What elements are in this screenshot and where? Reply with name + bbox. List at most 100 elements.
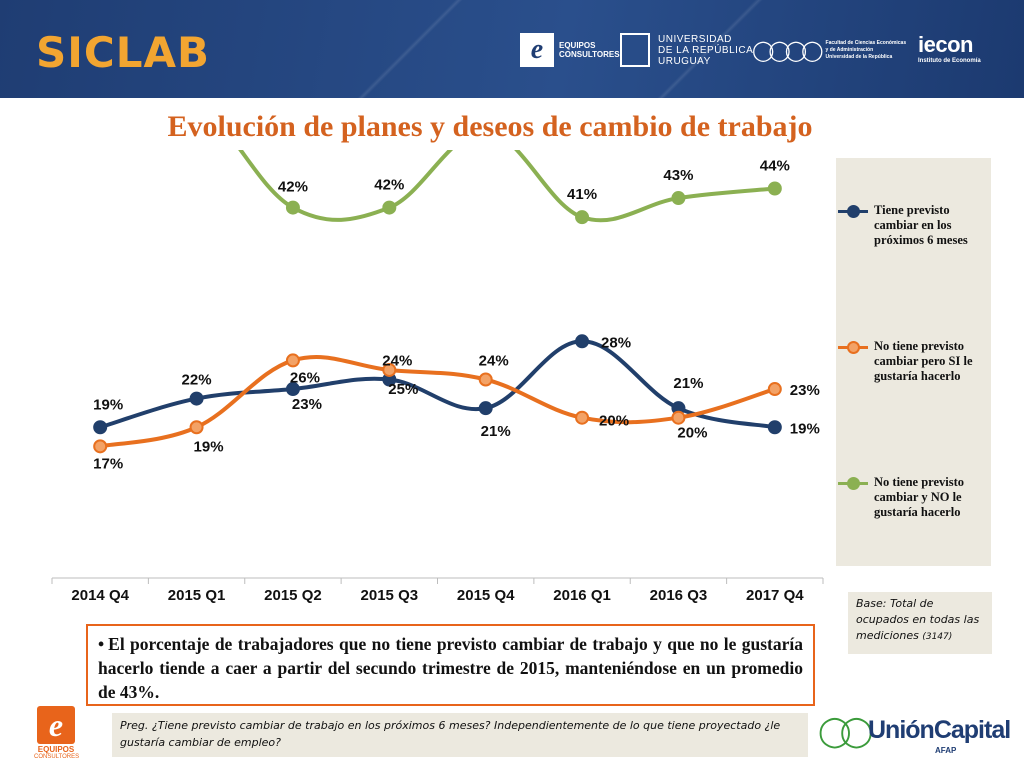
highlight-text: El porcentaje de trabajadores que no tie… <box>98 634 803 702</box>
data-point <box>478 401 493 416</box>
data-point <box>767 382 782 397</box>
iecon-name: iecon <box>918 32 973 57</box>
data-label: 44% <box>760 158 790 175</box>
header-decoration <box>560 0 860 98</box>
data-point <box>671 191 686 206</box>
udelar-line3: URUGUAY <box>658 55 711 67</box>
udelar-line2: DE LA REPÚBLICA <box>658 44 754 56</box>
equipos-footer-name: EQUIPOS <box>37 745 75 754</box>
legend-marker <box>847 341 860 354</box>
highlight-box: • El porcentaje de trabajadores que no t… <box>86 624 815 706</box>
chart-lines <box>98 150 777 449</box>
question-note: Preg. ¿Tiene previsto cambiar de trabajo… <box>112 713 808 757</box>
line-chart: 19% 22% 23% 24% 21% 28% 21% 19% 17% 19% 26% 25% 24% 2… <box>51 150 824 604</box>
fce-rings-icon: ◯◯◯◯ <box>752 38 823 62</box>
data-label: 19% <box>93 396 123 413</box>
fce-logo: ◯◯◯◯ Facultad de Ciencias Económicas y d… <box>752 32 906 68</box>
base-note: Base: Total de ocupados en todas las med… <box>848 592 992 654</box>
base-note-text: Base: Total de ocupados en todas las med… <box>856 597 980 642</box>
equipos-mark: e <box>520 33 554 67</box>
data-label: 20% <box>677 425 707 442</box>
data-label: 21% <box>481 423 511 440</box>
data-point <box>671 410 686 425</box>
udelar-seal-icon <box>620 33 650 67</box>
data-label: 20% <box>599 413 629 430</box>
legend-label: Tiene previsto cambiar en los próximos 6… <box>874 203 968 247</box>
equipos-footer-mark: e <box>37 706 75 744</box>
x-axis: 2014 Q4 2015 Q1 2015 Q2 2015 Q3 2015 Q4 2016 … <box>51 578 824 604</box>
union-capital-logo: ◯◯ UniónCapital AFAP <box>818 712 1011 756</box>
equipos-logo: e EQUIPOS CONSULTORES <box>520 32 620 68</box>
x-tick-label: 2014 Q4 <box>71 587 129 604</box>
iecon-sub: Instituto de Economía <box>918 58 981 64</box>
bullet-glyph: • <box>98 634 105 654</box>
union-capital-rings-icon: ◯◯ <box>818 714 873 749</box>
series-line <box>238 150 777 223</box>
data-point <box>189 420 204 435</box>
data-label: 19% <box>790 420 820 437</box>
data-point <box>285 353 300 368</box>
data-label: 24% <box>382 353 412 370</box>
header-decoration <box>260 0 560 98</box>
data-point <box>575 410 590 425</box>
data-point <box>767 181 782 196</box>
header-banner: SICLAB e EQUIPOS CONSULTORES UNIVERSIDAD… <box>0 0 1024 98</box>
data-point <box>575 210 590 225</box>
data-point <box>189 391 204 406</box>
iecon-logo: iecon Instituto de Economía <box>918 32 981 68</box>
data-point <box>382 200 397 215</box>
union-capital-name: UniónCapital <box>868 716 1011 744</box>
legend-label: No tiene previsto cambiar pero SI le gus… <box>874 339 973 383</box>
x-tick-label: 2015 Q4 <box>457 587 515 604</box>
series-line <box>98 355 777 449</box>
x-tick-label: 2016 Q3 <box>650 587 708 604</box>
data-label: 25% <box>388 381 418 398</box>
udelar-logo: UNIVERSIDAD DE LA REPÚBLICA URUGUAY <box>620 32 753 68</box>
data-point <box>767 420 782 435</box>
data-label: 17% <box>93 455 123 472</box>
x-tick-label: 2015 Q1 <box>168 587 226 604</box>
siclab-logo: SICLAB <box>36 28 210 77</box>
chart-legend: Tiene previsto cambiar en los próximos 6… <box>836 158 991 566</box>
data-label: 23% <box>292 396 322 413</box>
union-capital-sub: AFAP <box>935 746 957 755</box>
data-label: 26% <box>290 369 320 386</box>
data-label: 19% <box>194 438 224 455</box>
data-label: 22% <box>182 372 212 389</box>
legend-label: No tiene previsto cambiar y NO le gustar… <box>874 475 965 519</box>
base-note-count: (3147) <box>922 632 953 642</box>
fce-line3: Universidad de la República <box>825 53 893 60</box>
data-point <box>575 334 590 349</box>
data-point <box>285 382 300 397</box>
data-point <box>93 439 108 454</box>
chart-value-labels: 19% 22% 23% 24% 21% 28% 21% 19% 17% 19% 26% 25% 24% 2… <box>93 158 820 473</box>
x-tick-label: 2017 Q4 <box>746 587 804 604</box>
legend-marker <box>847 477 860 490</box>
data-point <box>382 362 397 377</box>
data-label: 21% <box>673 375 703 392</box>
udelar-line1: UNIVERSIDAD <box>658 33 732 45</box>
x-tick-label: 2015 Q3 <box>361 587 419 604</box>
fce-line1: Facultad de Ciencias Económicas <box>825 39 907 46</box>
chart-title: Evolución de planes y deseos de cambio d… <box>167 110 813 143</box>
data-label: 24% <box>479 353 509 370</box>
equipos-footer-sub: CONSULTORES <box>34 754 80 760</box>
equipos-name: EQUIPOS <box>559 41 596 50</box>
data-label: 28% <box>601 334 631 351</box>
fce-line2: y de Administración <box>825 46 874 53</box>
legend-marker <box>847 205 860 218</box>
data-point <box>478 372 493 387</box>
data-label: 41% <box>567 186 597 203</box>
chart-markers <box>93 181 782 454</box>
equipos-sub: CONSULTORES <box>559 50 620 59</box>
series-line <box>98 339 777 430</box>
data-point <box>93 420 108 435</box>
x-tick-label: 2015 Q2 <box>264 587 322 604</box>
data-point <box>285 200 300 215</box>
data-label: 42% <box>278 179 308 196</box>
data-label: 43% <box>663 167 693 184</box>
data-label: 42% <box>374 177 404 194</box>
equipos-footer-logo: e EQUIPOS CONSULTORES <box>34 706 80 760</box>
x-tick-label: 2016 Q1 <box>553 587 611 604</box>
data-label: 23% <box>790 382 820 399</box>
